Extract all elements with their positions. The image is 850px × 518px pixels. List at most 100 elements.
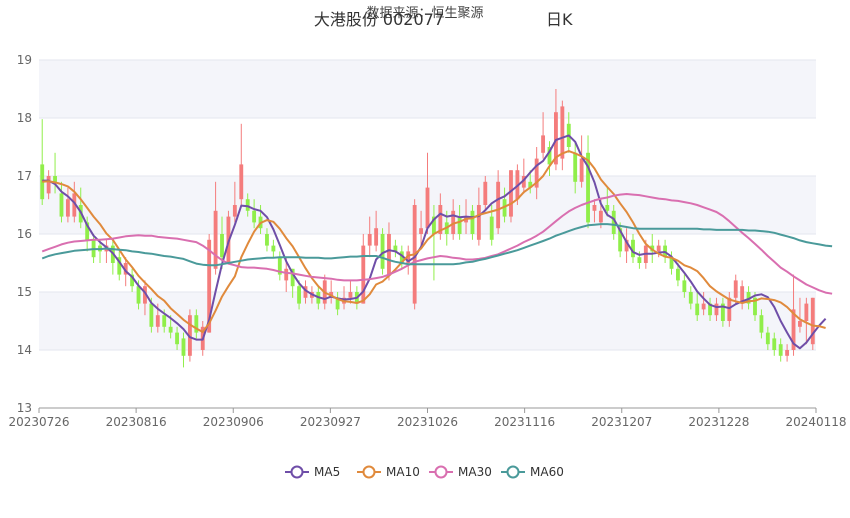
legend-marker (506, 465, 520, 479)
candle-body (592, 205, 597, 211)
candle-body (598, 210, 603, 223)
candle-body (631, 239, 635, 258)
x-tick-label: 20231228 (688, 415, 749, 429)
y-tick-label: 19 (17, 53, 32, 67)
candle-body (785, 350, 790, 356)
candle-body (740, 286, 745, 304)
candle-body (175, 332, 179, 345)
candle-body (123, 263, 128, 275)
candle-body (143, 286, 147, 304)
chart-title: 大港股份 002077 (314, 10, 444, 29)
legend-label: MA10 (386, 465, 420, 479)
candle-body (778, 344, 783, 356)
candle-body (162, 315, 167, 327)
legend-item-ma10[interactable]: MA10 (357, 465, 420, 479)
ma-line-ma10 (42, 150, 826, 333)
candle-body (367, 234, 372, 246)
candle-body (682, 280, 687, 292)
candle-body (798, 321, 802, 327)
x-axis-ticks: 20230726 20230816 20230906 20230927 20231026… (8, 408, 847, 429)
candle-body (579, 158, 584, 182)
candle-body (271, 245, 276, 252)
x-tick-label: 20230927 (300, 415, 361, 429)
candle-body (656, 245, 661, 252)
candle-body (496, 181, 501, 229)
candle-body (213, 210, 218, 269)
legend-label: MA30 (458, 465, 492, 479)
candle-body (483, 181, 488, 205)
legend-item-ma60[interactable]: MA60 (501, 465, 564, 479)
candle-body (470, 210, 475, 234)
candle-body (521, 176, 526, 188)
candle-body (406, 251, 411, 263)
candle-body (547, 147, 552, 165)
y-axis-ticks: 13 14 15 16 17 18 19 (17, 53, 32, 415)
candle-body (380, 234, 385, 269)
candle-body (425, 187, 430, 229)
candle-body (624, 239, 629, 252)
candle-body (399, 251, 404, 263)
candle-body (168, 326, 173, 333)
x-tick-label: 20230906 (203, 415, 264, 429)
candle-body (534, 158, 539, 188)
candle-body (155, 315, 160, 327)
plot-band (39, 234, 816, 292)
ma-line-ma5 (42, 134, 827, 350)
candle-body (541, 135, 546, 153)
plot-band (39, 350, 816, 408)
candle-body (688, 292, 693, 304)
candle-body (361, 245, 366, 304)
candle-body (476, 205, 481, 240)
candle-body (149, 303, 154, 327)
candle-body (573, 152, 578, 182)
candle-body (753, 297, 757, 316)
y-tick-label: 16 (17, 227, 32, 241)
candle-body (130, 274, 135, 287)
candle-body (265, 234, 269, 246)
candle-body (431, 216, 436, 234)
candle-body (65, 199, 70, 217)
x-tick-label: 20230726 (8, 415, 69, 429)
plot-band (39, 60, 816, 118)
candle-body (297, 286, 301, 304)
candle-body (451, 210, 456, 234)
candle-body (637, 257, 642, 263)
candle-body (393, 245, 398, 252)
y-tick-label: 15 (17, 285, 32, 299)
plot-band (39, 292, 816, 350)
candle-body (245, 199, 250, 211)
candle-body (181, 338, 186, 356)
ma-line-ma60 (41, 223, 833, 267)
legend[interactable]: MA5 MA10 MA30 MA60 (285, 465, 564, 479)
candle-body (117, 257, 122, 275)
chart-subtitle: 数据来源：恒生聚源 (366, 6, 483, 21)
candle-body (303, 286, 308, 298)
candle-body (708, 303, 712, 316)
candle-body (220, 234, 224, 258)
candle-body (374, 228, 379, 246)
y-tick-label: 14 (17, 343, 32, 357)
legend-label: MA5 (314, 465, 340, 479)
candle-body (714, 303, 719, 316)
candle-body (502, 199, 507, 217)
candle-body (85, 222, 90, 240)
candle-body (605, 205, 610, 211)
candle-body (277, 257, 282, 275)
candle-body (59, 193, 64, 217)
x-tick-label: 20231026 (397, 415, 458, 429)
x-tick-label: 20230816 (106, 415, 167, 429)
candle-body (746, 292, 751, 304)
candle-body (676, 268, 680, 281)
x-tick-label: 20231207 (591, 415, 652, 429)
candle-body (335, 297, 340, 310)
legend-marker (290, 465, 304, 479)
candle-body (187, 315, 192, 356)
candle-body (759, 315, 764, 333)
legend-item-ma30[interactable]: MA30 (429, 465, 492, 479)
legend-item-ma5[interactable]: MA5 (285, 465, 340, 479)
candle-body (810, 297, 815, 345)
candle-body (509, 170, 513, 217)
y-tick-label: 13 (17, 401, 32, 415)
candle-body (669, 257, 674, 269)
